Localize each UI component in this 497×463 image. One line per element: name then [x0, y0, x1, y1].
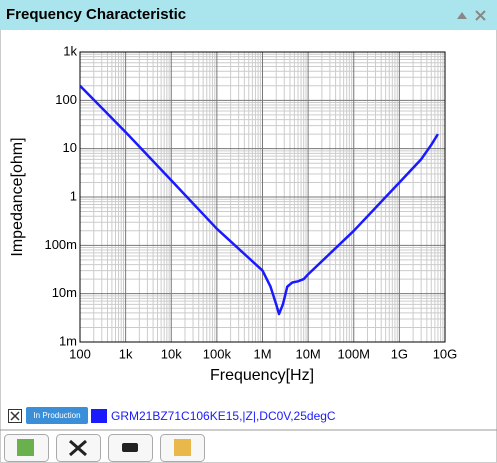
settings-icon: [69, 439, 87, 457]
plot-frame: [79, 51, 446, 343]
panel-title: Frequency Characteristic: [6, 6, 186, 23]
x-tick-label: 10M: [295, 346, 320, 361]
y-tick-label: 10m: [52, 285, 77, 300]
x-tick-label: 1k: [119, 346, 133, 361]
csv-icon: [17, 439, 34, 456]
x-tick-label: 100: [69, 346, 91, 361]
y-tick-label: 1: [70, 188, 77, 203]
legend-swatch: [91, 409, 107, 423]
series-line: [79, 84, 439, 316]
y-axis-label: Impedance[ohm]: [9, 137, 26, 256]
x-tick-label: 100M: [337, 346, 370, 361]
status-badge: [26, 407, 88, 424]
y-tick-label: 1m: [59, 333, 77, 348]
header-bar: [0, 0, 497, 30]
status-badge-text: In Production: [33, 411, 80, 420]
x-tick-label: 100k: [203, 346, 232, 361]
png-icon: [174, 439, 191, 456]
toolbar: [4, 434, 205, 462]
y-tick-label: 100: [55, 92, 77, 107]
legend-label[interactable]: GRM21BZ71C106KE15,|Z|,DC0V,25degC: [111, 409, 336, 423]
close-button[interactable]: [475, 10, 486, 21]
y-tick-label: 10: [63, 140, 77, 155]
y-tick-label: 100m: [44, 237, 77, 252]
collapse-button[interactable]: [457, 12, 467, 19]
checkbox-mark: [10, 411, 20, 421]
x-tick-label: 10G: [433, 346, 458, 361]
x-tick-label: 1M: [253, 346, 271, 361]
x-tick-label: 10k: [161, 346, 182, 361]
x-axis-label: Frequency[Hz]: [210, 367, 314, 384]
x-tick-label: 1G: [391, 346, 408, 361]
print-icon: [122, 443, 138, 452]
y-tick-label: 1k: [63, 43, 77, 58]
